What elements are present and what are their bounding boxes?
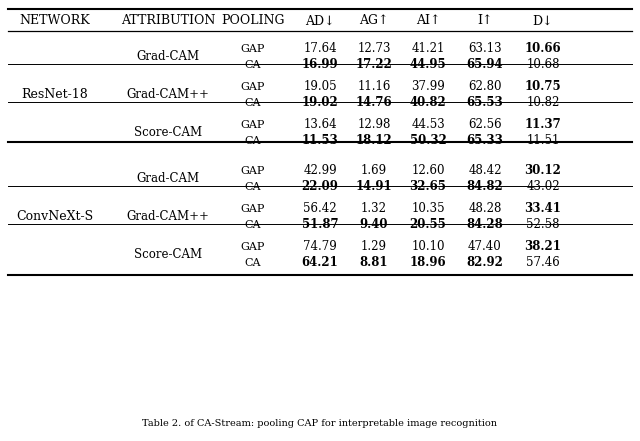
- Text: 65.53: 65.53: [467, 97, 504, 109]
- Text: Score-CAM: Score-CAM: [134, 127, 202, 139]
- Text: 50.32: 50.32: [410, 135, 447, 147]
- Text: 44.95: 44.95: [410, 59, 446, 71]
- Text: 30.12: 30.12: [525, 164, 561, 177]
- Text: 10.35: 10.35: [411, 202, 445, 216]
- Text: 12.73: 12.73: [357, 42, 391, 56]
- Text: 17.22: 17.22: [356, 59, 392, 71]
- Text: 1.32: 1.32: [361, 202, 387, 216]
- Text: 84.28: 84.28: [467, 218, 504, 232]
- Text: Score-CAM: Score-CAM: [134, 248, 202, 262]
- Text: 43.02: 43.02: [526, 180, 560, 194]
- Text: 10.68: 10.68: [526, 59, 560, 71]
- Text: 11.51: 11.51: [526, 135, 560, 147]
- Text: 19.02: 19.02: [301, 97, 339, 109]
- Text: 14.91: 14.91: [356, 180, 392, 194]
- Text: GAP: GAP: [241, 82, 265, 92]
- Text: 18.96: 18.96: [410, 257, 446, 269]
- Text: AI↑: AI↑: [416, 15, 440, 27]
- Text: 38.21: 38.21: [525, 240, 561, 254]
- Text: GAP: GAP: [241, 120, 265, 130]
- Text: CA: CA: [244, 136, 261, 146]
- Text: 11.53: 11.53: [301, 135, 339, 147]
- Text: 65.94: 65.94: [467, 59, 503, 71]
- Text: 48.28: 48.28: [468, 202, 502, 216]
- Text: Grad-CAM++: Grad-CAM++: [127, 89, 209, 101]
- Text: Grad-CAM++: Grad-CAM++: [127, 210, 209, 224]
- Text: 13.64: 13.64: [303, 119, 337, 131]
- Text: 82.92: 82.92: [467, 257, 504, 269]
- Text: I↑: I↑: [477, 15, 493, 27]
- Text: 84.82: 84.82: [467, 180, 504, 194]
- Text: Table 2. of CA-Stream: pooling CAP for interpretable image recognition: Table 2. of CA-Stream: pooling CAP for i…: [143, 419, 497, 427]
- Text: 11.16: 11.16: [357, 81, 390, 93]
- Text: 8.81: 8.81: [360, 257, 388, 269]
- Text: 17.64: 17.64: [303, 42, 337, 56]
- Text: 74.79: 74.79: [303, 240, 337, 254]
- Text: 9.40: 9.40: [360, 218, 388, 232]
- Text: Grad-CAM: Grad-CAM: [136, 172, 200, 186]
- Text: 10.82: 10.82: [526, 97, 560, 109]
- Text: 12.98: 12.98: [357, 119, 390, 131]
- Text: 37.99: 37.99: [411, 81, 445, 93]
- Text: 19.05: 19.05: [303, 81, 337, 93]
- Text: GAP: GAP: [241, 44, 265, 54]
- Text: 65.33: 65.33: [467, 135, 504, 147]
- Text: Grad-CAM: Grad-CAM: [136, 51, 200, 64]
- Text: 10.10: 10.10: [412, 240, 445, 254]
- Text: ATTRIBUTION: ATTRIBUTION: [121, 15, 215, 27]
- Text: 1.29: 1.29: [361, 240, 387, 254]
- Text: 16.99: 16.99: [301, 59, 339, 71]
- Text: ResNet-18: ResNet-18: [22, 89, 88, 101]
- Text: CA: CA: [244, 60, 261, 70]
- Text: 62.56: 62.56: [468, 119, 502, 131]
- Text: 18.12: 18.12: [356, 135, 392, 147]
- Text: 64.21: 64.21: [301, 257, 339, 269]
- Text: 20.55: 20.55: [410, 218, 446, 232]
- Text: NETWORK: NETWORK: [20, 15, 90, 27]
- Text: 14.76: 14.76: [356, 97, 392, 109]
- Text: 51.87: 51.87: [301, 218, 339, 232]
- Text: 10.66: 10.66: [525, 42, 561, 56]
- Text: 57.46: 57.46: [526, 257, 560, 269]
- Text: POOLING: POOLING: [221, 15, 285, 27]
- Text: 32.65: 32.65: [410, 180, 447, 194]
- Text: 41.21: 41.21: [412, 42, 445, 56]
- Text: CA: CA: [244, 258, 261, 268]
- Text: 47.40: 47.40: [468, 240, 502, 254]
- Text: 63.13: 63.13: [468, 42, 502, 56]
- Text: ConvNeXt-S: ConvNeXt-S: [17, 210, 93, 224]
- Text: 62.80: 62.80: [468, 81, 502, 93]
- Text: 1.69: 1.69: [361, 164, 387, 177]
- Text: CA: CA: [244, 98, 261, 108]
- Text: 44.53: 44.53: [411, 119, 445, 131]
- Text: 10.75: 10.75: [525, 81, 561, 93]
- Text: 11.37: 11.37: [525, 119, 561, 131]
- Text: 42.99: 42.99: [303, 164, 337, 177]
- Text: AD↓: AD↓: [305, 15, 335, 27]
- Text: CA: CA: [244, 182, 261, 192]
- Text: 56.42: 56.42: [303, 202, 337, 216]
- Text: D↓: D↓: [532, 15, 554, 27]
- Text: 52.58: 52.58: [526, 218, 560, 232]
- Text: 40.82: 40.82: [410, 97, 446, 109]
- Text: GAP: GAP: [241, 204, 265, 214]
- Text: CA: CA: [244, 220, 261, 230]
- Text: 22.09: 22.09: [301, 180, 339, 194]
- Text: 33.41: 33.41: [525, 202, 561, 216]
- Text: AG↑: AG↑: [359, 15, 388, 27]
- Text: GAP: GAP: [241, 166, 265, 176]
- Text: 12.60: 12.60: [412, 164, 445, 177]
- Text: GAP: GAP: [241, 242, 265, 252]
- Text: 48.42: 48.42: [468, 164, 502, 177]
